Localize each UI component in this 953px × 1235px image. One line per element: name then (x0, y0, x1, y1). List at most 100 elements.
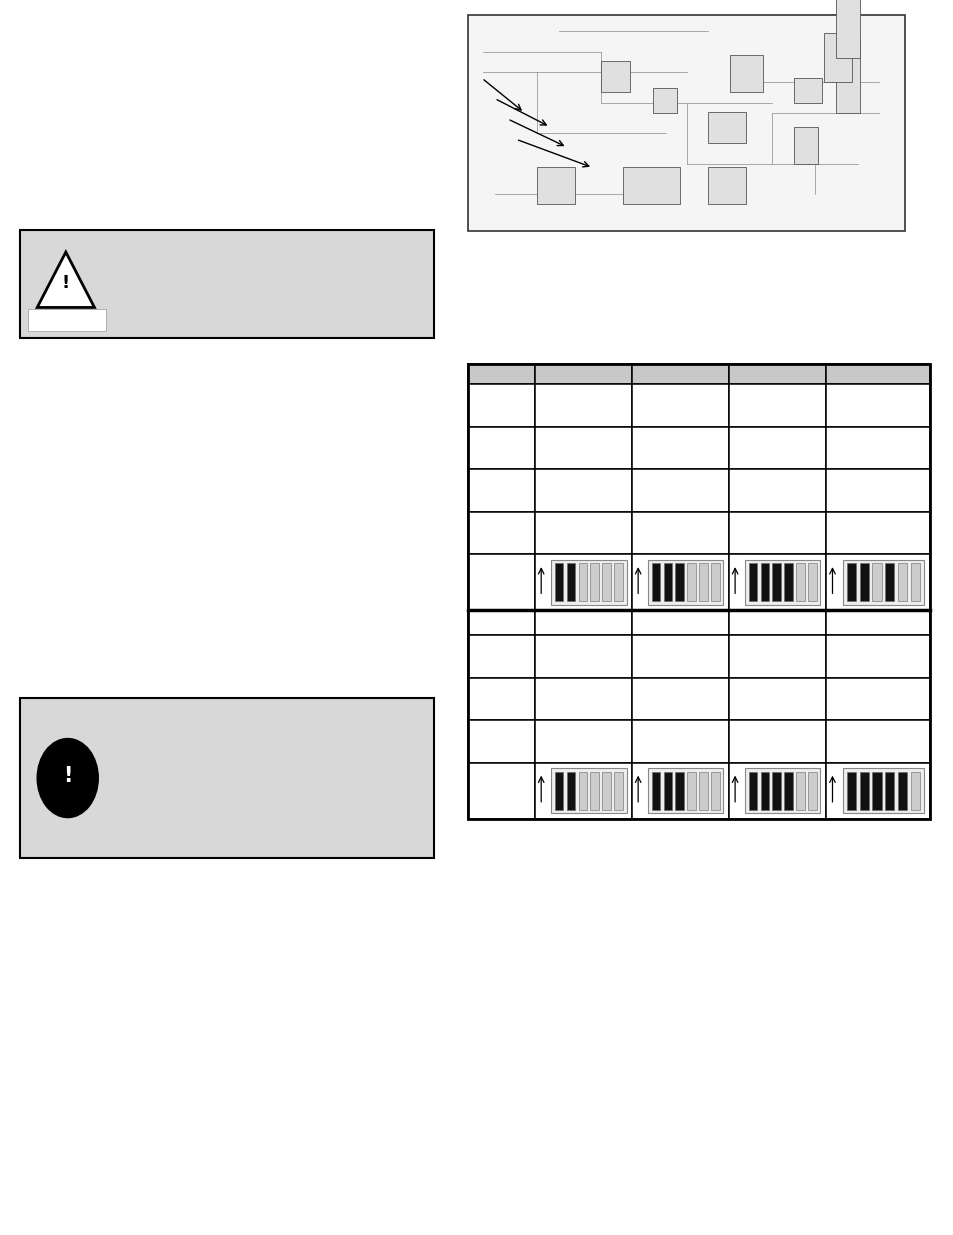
Bar (468, 635, 535, 678)
Bar (760, 772, 768, 810)
Bar (535, 427, 632, 469)
Bar (632, 610, 728, 635)
Bar (884, 772, 893, 810)
Bar (622, 168, 679, 205)
Bar (468, 384, 535, 427)
Circle shape (37, 739, 98, 818)
Bar (28, 309, 106, 331)
Bar (710, 772, 719, 810)
Bar (663, 563, 672, 601)
Bar (550, 768, 626, 813)
Bar (872, 772, 881, 810)
Bar (20, 698, 434, 858)
Bar (728, 384, 825, 427)
Bar (468, 610, 535, 635)
Bar (632, 427, 728, 469)
Bar (825, 610, 929, 635)
Bar (468, 364, 929, 819)
Bar (744, 768, 820, 813)
Bar (783, 563, 792, 601)
Bar (590, 563, 598, 601)
Bar (632, 469, 728, 511)
Bar (468, 720, 535, 763)
Bar (846, 772, 856, 810)
Polygon shape (37, 252, 94, 308)
Bar (632, 364, 728, 384)
Bar (710, 563, 719, 601)
Bar (578, 563, 586, 601)
Bar (535, 555, 632, 610)
Bar (632, 720, 728, 763)
Bar (632, 678, 728, 720)
Bar (651, 772, 659, 810)
Bar (651, 563, 659, 601)
Bar (632, 511, 728, 555)
Bar (578, 772, 586, 810)
Bar (836, 0, 860, 58)
Bar (601, 772, 610, 810)
Bar (748, 563, 757, 601)
Bar (825, 635, 929, 678)
Bar (20, 230, 434, 338)
Bar (590, 772, 598, 810)
Bar (614, 772, 622, 810)
Bar (535, 469, 632, 511)
Bar (796, 563, 803, 601)
Bar (728, 511, 825, 555)
Bar (825, 384, 929, 427)
Bar (699, 772, 707, 810)
Bar (728, 555, 825, 610)
Bar (822, 32, 851, 83)
Bar (555, 563, 563, 601)
Bar (468, 427, 535, 469)
Bar (760, 563, 768, 601)
Bar (748, 772, 757, 810)
Bar (884, 563, 893, 601)
Bar (897, 563, 906, 601)
Bar (842, 559, 923, 605)
Bar (468, 763, 535, 819)
Bar (535, 763, 632, 819)
Bar (686, 772, 695, 810)
Bar (744, 559, 820, 605)
Bar (909, 563, 919, 601)
Bar (468, 678, 535, 720)
Bar (632, 763, 728, 819)
Bar (825, 763, 929, 819)
Bar (825, 511, 929, 555)
Bar (647, 768, 722, 813)
Bar (535, 610, 632, 635)
Bar (614, 563, 622, 601)
Bar (825, 678, 929, 720)
Bar (728, 720, 825, 763)
Bar (772, 563, 781, 601)
Bar (468, 364, 535, 384)
Bar (796, 772, 803, 810)
Bar (555, 772, 563, 810)
Bar (859, 563, 868, 601)
Bar (872, 563, 881, 601)
Bar (772, 772, 781, 810)
Bar (566, 563, 575, 601)
Bar (859, 772, 868, 810)
Bar (632, 555, 728, 610)
Bar (632, 635, 728, 678)
Bar (707, 112, 745, 143)
Bar (836, 38, 860, 112)
Bar (647, 559, 722, 605)
Bar (793, 127, 817, 164)
Bar (675, 563, 683, 601)
Bar (699, 563, 707, 601)
Bar (566, 772, 575, 810)
Bar (535, 635, 632, 678)
Bar (652, 88, 676, 112)
Bar (728, 427, 825, 469)
Bar (825, 720, 929, 763)
Text: !: ! (63, 766, 72, 785)
Bar (846, 563, 856, 601)
Bar (535, 384, 632, 427)
Bar (825, 427, 929, 469)
Bar (535, 678, 632, 720)
Bar (793, 78, 821, 103)
Bar (807, 772, 816, 810)
